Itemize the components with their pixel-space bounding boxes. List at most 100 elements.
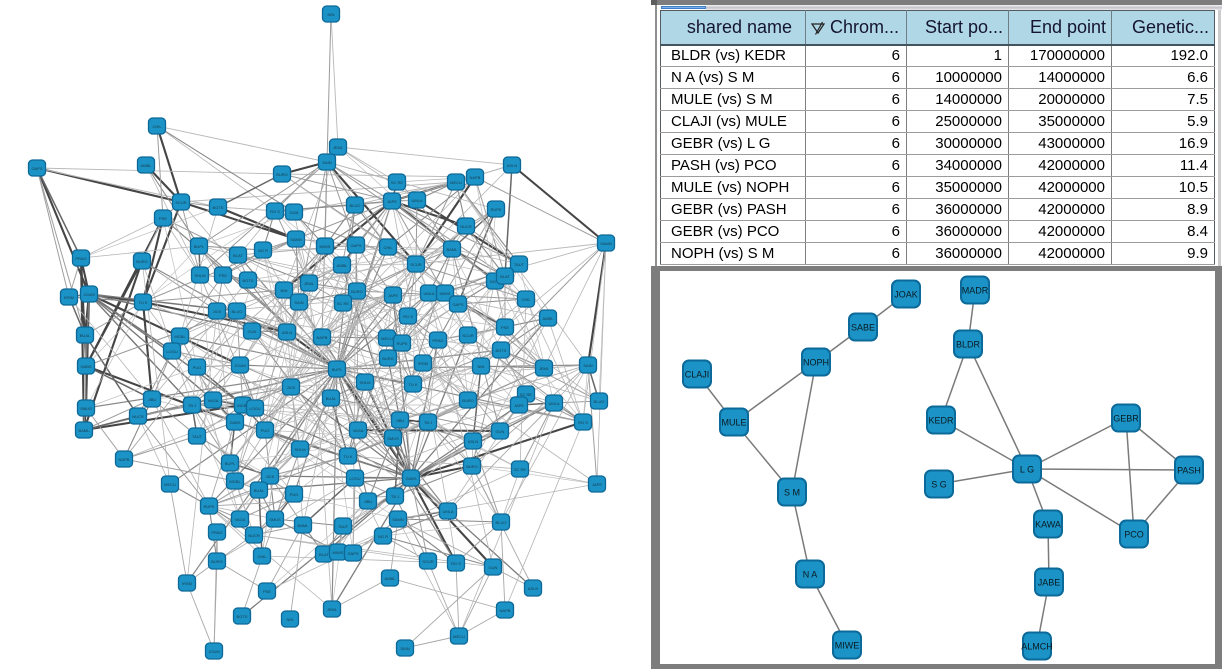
svg-text:N A: N A: [803, 570, 818, 580]
svg-text:BLAT: BLAT: [500, 274, 510, 279]
svg-text:JICK: JICK: [266, 474, 275, 479]
svg-text:RUPE: RUPE: [396, 341, 407, 346]
svg-text:NIN: NIN: [478, 364, 485, 369]
svg-text:UMLA: UMLA: [548, 401, 559, 406]
svg-text:BURO: BURO: [351, 289, 363, 294]
svg-text:NAPB: NAPB: [500, 608, 511, 613]
svg-text:GABS: GABS: [405, 476, 416, 481]
svg-text:BLAT: BLAT: [319, 552, 329, 557]
svg-text:LOGU: LOGU: [249, 406, 260, 411]
svg-text:SC RE: SC RE: [337, 301, 350, 306]
svg-text:MECU: MECU: [381, 336, 393, 341]
svg-text:PASH: PASH: [1177, 466, 1201, 476]
svg-text:MGBL: MGBL: [229, 479, 241, 484]
svg-text:BGTS: BGTS: [243, 278, 254, 283]
svg-text:JIBU: JIBU: [148, 397, 157, 402]
svg-text:MULE: MULE: [721, 418, 746, 428]
svg-text:PRAG: PRAG: [211, 530, 222, 535]
svg-text:RUPE: RUPE: [203, 504, 214, 509]
svg-text:JICK: JICK: [287, 385, 296, 390]
svg-text:NIN: NIN: [281, 288, 288, 293]
svg-text:VAGA: VAGA: [353, 428, 364, 433]
svg-text:SHLM: SHLM: [194, 273, 205, 278]
svg-text:PUG: PUG: [261, 428, 270, 433]
svg-text:GAPS: GAPS: [31, 166, 42, 171]
svg-text:MADR: MADR: [962, 286, 989, 296]
svg-text:BURG: BURG: [211, 559, 223, 564]
svg-text:BGTS: BGTS: [496, 348, 507, 353]
svg-text:SCUR: SCUR: [410, 262, 421, 267]
svg-text:PRAG: PRAG: [75, 256, 86, 261]
svg-text:UMLA: UMLA: [442, 509, 453, 514]
svg-text:CHIL: CHIL: [521, 297, 531, 302]
svg-text:JOAK: JOAK: [894, 290, 918, 300]
svg-text:GAPS: GAPS: [452, 302, 463, 307]
svg-text:NIN: NIN: [328, 12, 335, 17]
svg-text:MGBL: MGBL: [174, 334, 186, 339]
svg-text:TAUT: TAUT: [338, 524, 349, 529]
svg-text:SCUR: SCUR: [462, 333, 473, 338]
svg-text:L G: L G: [1020, 465, 1034, 475]
svg-text:JICK: JICK: [213, 309, 222, 314]
svg-text:AMBL: AMBL: [141, 163, 153, 168]
svg-text:PSE: PSE: [263, 589, 271, 594]
svg-text:IRSM: IRSM: [182, 581, 192, 586]
svg-text:AMBL: AMBL: [543, 316, 555, 321]
svg-text:PSE: PSE: [159, 216, 167, 221]
svg-text:NIN: NIN: [287, 617, 294, 622]
svg-text:SABE: SABE: [851, 323, 875, 333]
svg-text:GUN: GUN: [248, 329, 257, 334]
svg-text:JAPE: JAPE: [514, 403, 524, 408]
svg-text:GAPS: GAPS: [347, 551, 358, 556]
svg-text:PSE: PSE: [219, 273, 227, 278]
svg-text:CLAJI: CLAJI: [685, 370, 710, 380]
svg-text:BAML: BAML: [298, 523, 310, 528]
svg-text:BURG: BURG: [136, 259, 148, 264]
svg-text:UMLA: UMLA: [423, 291, 434, 296]
svg-text:SAIN: SAIN: [583, 363, 592, 368]
svg-text:GABS: GABS: [80, 364, 91, 369]
svg-text:SCUR: SCUR: [422, 559, 433, 564]
svg-text:PCO: PCO: [1124, 530, 1144, 540]
svg-text:GUN: GUN: [489, 565, 498, 570]
svg-text:KAWA: KAWA: [1035, 520, 1061, 530]
svg-text:JEML: JEML: [304, 281, 315, 286]
svg-text:NUCR: NUCR: [248, 533, 260, 538]
svg-text:TU K: TU K: [138, 300, 147, 305]
svg-text:LOGU: LOGU: [166, 349, 177, 354]
svg-text:IRSM: IRSM: [418, 361, 428, 366]
svg-text:SAMN: SAMN: [392, 517, 404, 522]
svg-text:BURO: BURO: [276, 172, 288, 177]
svg-text:BLUO: BLUO: [594, 399, 605, 404]
svg-text:SHLM: SHLM: [359, 380, 370, 385]
svg-text:SAMN: SAMN: [290, 237, 302, 242]
svg-text:SC RE: SC RE: [391, 180, 404, 185]
svg-text:TB J: TB J: [188, 403, 196, 408]
svg-text:NUCR: NUCR: [460, 224, 472, 229]
svg-text:MIWE: MIWE: [835, 641, 860, 651]
svg-text:JAPE: JAPE: [387, 199, 397, 204]
svg-text:MIWS: MIWS: [440, 291, 451, 296]
svg-text:JEML: JEML: [333, 145, 344, 150]
svg-text:JOUM: JOUM: [208, 649, 219, 654]
svg-text:TB J: TB J: [424, 420, 432, 425]
svg-text:KEDR: KEDR: [928, 416, 954, 426]
svg-text:IRSM: IRSM: [64, 295, 74, 300]
svg-text:ASLN: ASLN: [528, 586, 539, 591]
svg-text:BUAL: BUAL: [326, 396, 337, 401]
svg-text:BUPL: BUPL: [194, 244, 205, 249]
svg-text:JAPE: JAPE: [388, 293, 398, 298]
svg-text:PSE: PSE: [501, 325, 509, 330]
svg-text:JAPE: JAPE: [592, 482, 602, 487]
svg-text:SMUS: SMUS: [269, 517, 281, 522]
svg-text:ASLN: ASLN: [282, 330, 293, 335]
svg-text:AMBL: AMBL: [385, 576, 397, 581]
svg-text:GEBR: GEBR: [1113, 414, 1139, 424]
svg-text:BGTS: BGTS: [213, 205, 224, 210]
svg-text:GABS: GABS: [229, 420, 240, 425]
svg-text:JOUM: JOUM: [83, 292, 94, 297]
svg-text:CHIL: CHIL: [257, 554, 267, 559]
svg-text:SHLM: SHLM: [294, 447, 305, 452]
svg-text:TU K: TU K: [343, 454, 352, 459]
svg-text:RG S: RG S: [451, 561, 461, 566]
